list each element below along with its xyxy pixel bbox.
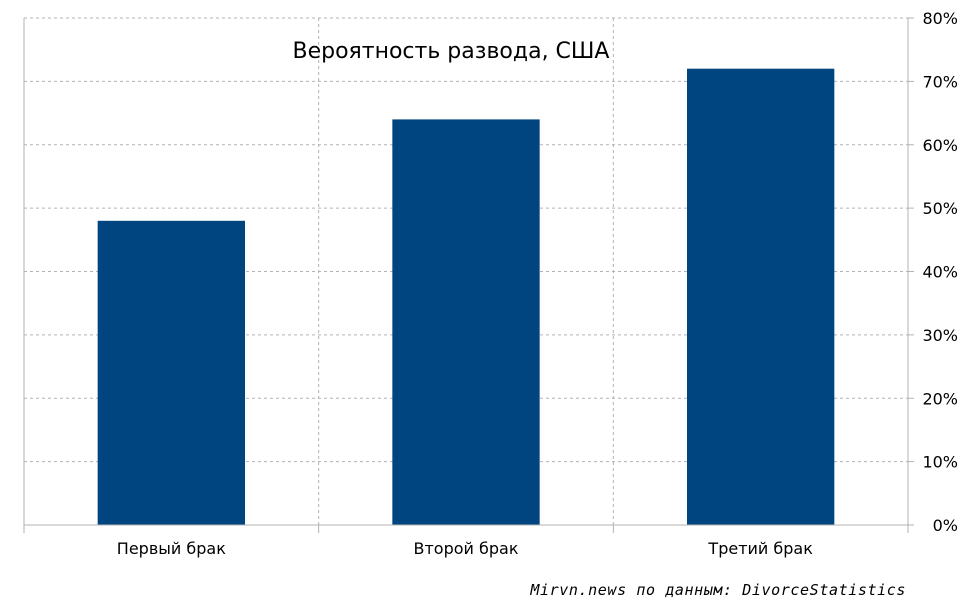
y-tick-label: 80% bbox=[922, 9, 958, 28]
category-label: Второй брак bbox=[413, 539, 518, 558]
y-tick-label: 40% bbox=[922, 263, 958, 282]
bar-1 bbox=[97, 220, 246, 526]
category-label: Третий брак bbox=[707, 539, 813, 558]
y-tick-label: 10% bbox=[922, 453, 958, 472]
y-tick-label: 30% bbox=[922, 326, 958, 345]
y-tick-label: 60% bbox=[922, 136, 958, 155]
y-tick-label: 50% bbox=[922, 199, 958, 218]
x-category-labels: Первый брак Второй брак Третий брак bbox=[117, 539, 813, 558]
axes bbox=[23, 17, 914, 533]
source-note: Mirvn.news по данным: DivorceStatistics bbox=[529, 581, 906, 599]
category-label: Первый брак bbox=[117, 539, 226, 558]
bar-3 bbox=[687, 68, 835, 525]
y-tick-label: 20% bbox=[922, 389, 958, 408]
grid-lines bbox=[24, 17, 908, 525]
y-tick-label: 70% bbox=[922, 72, 958, 91]
bar-2 bbox=[392, 119, 540, 526]
bars bbox=[97, 68, 835, 526]
chart-title: Вероятность развода, США bbox=[292, 39, 609, 64]
y-tick-labels: 0% 10% 20% 30% 40% 50% 60% 70% 80% bbox=[922, 9, 958, 535]
y-tick-label: 0% bbox=[933, 516, 958, 535]
